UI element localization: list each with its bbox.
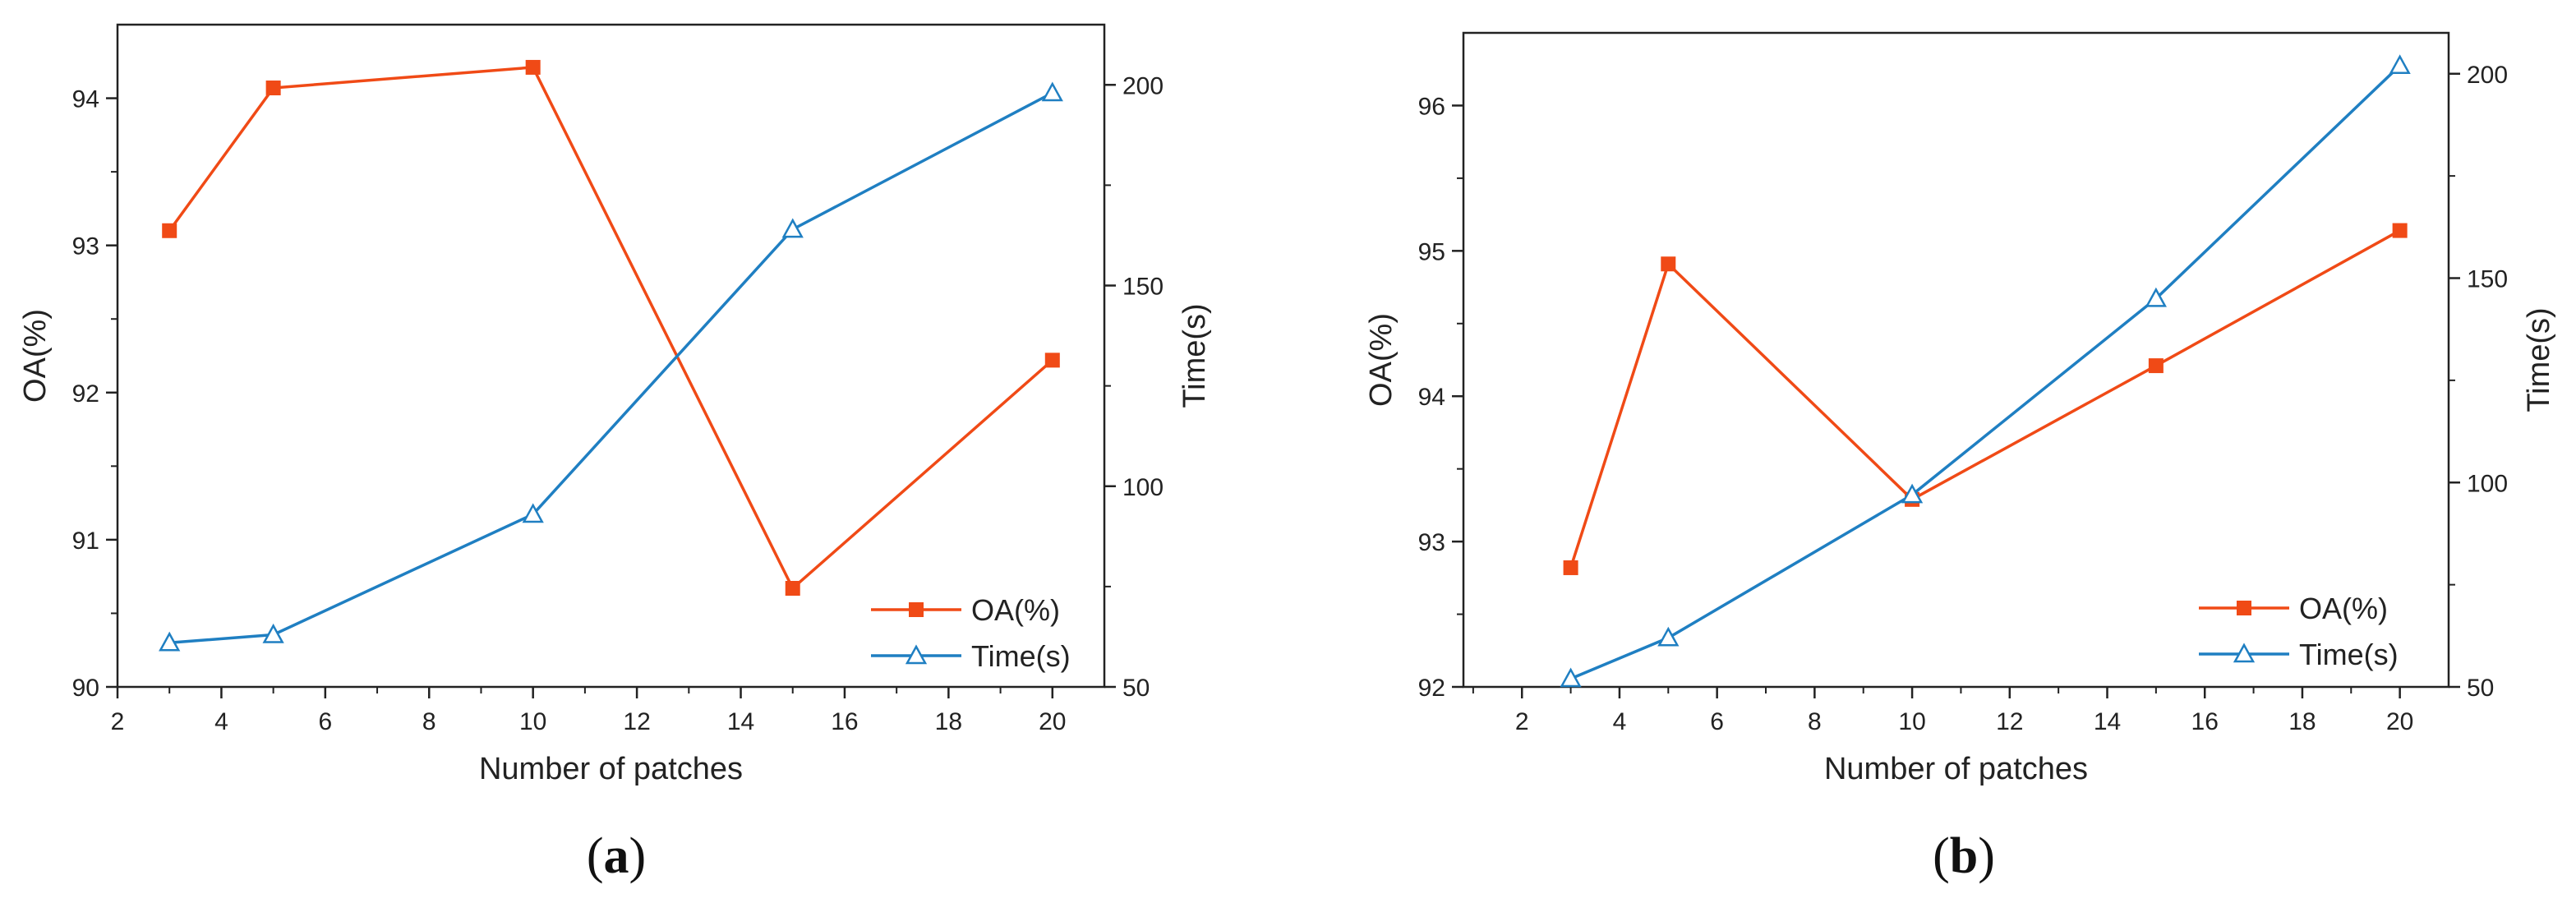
plot-frame — [116, 23, 1106, 689]
time-data-point — [2145, 287, 2167, 307]
x-tick-label: 10 — [1898, 708, 1925, 735]
x-tick-label: 20 — [2386, 708, 2413, 735]
legend-marker-time — [905, 644, 928, 665]
y2-axis-title: Time(s) — [2522, 307, 2556, 412]
y2-tick-label: 200 — [1122, 72, 1164, 99]
panel-label-close: ) — [1978, 828, 1995, 884]
time-data-point — [781, 218, 804, 238]
oa-data-point — [2148, 358, 2164, 374]
y2-tick-label: 50 — [2467, 675, 2494, 702]
oa-data-point — [525, 59, 541, 75]
time-series-line — [1569, 64, 2401, 680]
x-tick-label: 12 — [623, 708, 650, 735]
oa-series-line — [1569, 229, 2401, 569]
y2-tick-label: 150 — [1122, 274, 1164, 301]
oa-data-point — [785, 580, 800, 596]
y2-tick-label: 150 — [2467, 266, 2508, 293]
panel-label-open: ( — [587, 828, 604, 884]
oa-series-line — [168, 66, 1053, 591]
panel-label-close: ) — [629, 828, 647, 884]
y2-axis-title: Time(s) — [1177, 303, 1212, 408]
time-data-point — [1560, 667, 1582, 688]
time-series-line — [169, 91, 1053, 645]
x-tick-label: 18 — [935, 708, 962, 735]
x-tick-label: 8 — [422, 708, 436, 735]
time-data-point — [522, 503, 544, 523]
x-tick-label: 20 — [1039, 708, 1066, 735]
legend: OA(%) Time(s) — [871, 593, 1071, 673]
y-tick-label: 93 — [1418, 529, 1445, 556]
x-tick-label: 16 — [831, 708, 858, 735]
oa-data-point — [162, 223, 177, 238]
time-data-point — [262, 623, 284, 643]
x-tick-label: 16 — [2191, 708, 2219, 735]
x-tick-label: 2 — [111, 708, 125, 735]
legend-marker-time — [2233, 643, 2256, 663]
x-tick-label: 12 — [1996, 708, 2023, 735]
oa-data-point — [2392, 223, 2408, 238]
x-axis-title: Number of patches — [1824, 752, 2088, 786]
plot-frame — [1462, 31, 2450, 689]
legend-label-oa: OA(%) — [971, 593, 1060, 627]
legend-label-time: Time(s) — [2299, 638, 2399, 671]
y2-tick-label: 100 — [2467, 470, 2508, 497]
y-axis-title: OA(%) — [1364, 313, 1399, 407]
oa-data-point — [1661, 256, 1676, 272]
legend-label-time: Time(s) — [971, 639, 1071, 673]
y-tick-label: 90 — [72, 675, 99, 702]
chart-panel-a: 2 4 6 8 10 12 14 16 18 20 90 91 92 93 94 50 100 150 200 Num… — [18, 23, 1212, 884]
y-tick-label: 91 — [72, 528, 99, 555]
panel-label: (b) — [1933, 828, 1995, 884]
legend: OA(%) Time(s) — [2199, 592, 2399, 671]
time-data-point — [2389, 54, 2411, 75]
x-tick-label: 14 — [2094, 708, 2121, 735]
legend-marker-oa — [2237, 601, 2251, 615]
x-tick-label: 2 — [1515, 708, 1529, 735]
chart-panel-b: 2 4 6 8 10 12 14 16 18 20 92 93 94 95 96 50 100 150 200 Num… — [1364, 31, 2556, 884]
legend-label-oa: OA(%) — [2299, 592, 2388, 625]
time-data-point — [159, 631, 181, 652]
y-tick-label: 95 — [1418, 238, 1445, 265]
x-tick-label: 10 — [519, 708, 546, 735]
panel-label-letter: b — [1950, 828, 1978, 884]
y-axis-title: OA(%) — [18, 309, 53, 403]
x-tick-label: 14 — [727, 708, 754, 735]
x-tick-label: 8 — [1808, 708, 1822, 735]
panel-label-letter: a — [604, 828, 629, 884]
time-data-point — [1901, 483, 1924, 504]
y2-tick-label: 50 — [1122, 675, 1150, 702]
y-tick-label: 94 — [1418, 384, 1445, 411]
y-tick-label: 94 — [72, 86, 99, 113]
oa-data-point — [265, 81, 281, 96]
x-tick-label: 6 — [1710, 708, 1724, 735]
y-tick-label: 93 — [72, 233, 99, 260]
y2-tick-label: 200 — [2467, 62, 2508, 89]
oa-data-point — [1563, 560, 1578, 575]
y-tick-label: 92 — [72, 380, 99, 408]
panel-label-open: ( — [1933, 828, 1950, 884]
panel-label: (a) — [587, 828, 646, 884]
legend-marker-oa — [909, 602, 924, 617]
x-tick-label: 4 — [214, 708, 228, 735]
y-tick-label: 96 — [1418, 93, 1445, 120]
x-tick-label: 4 — [1613, 708, 1627, 735]
y2-tick-label: 100 — [1122, 474, 1164, 501]
y-tick-label: 92 — [1418, 675, 1445, 702]
x-axis-title: Number of patches — [479, 752, 743, 786]
time-data-point — [1041, 81, 1063, 102]
time-data-point — [1657, 626, 1680, 647]
x-tick-label: 18 — [2288, 708, 2316, 735]
oa-data-point — [1044, 352, 1060, 368]
x-tick-label: 6 — [318, 708, 332, 735]
